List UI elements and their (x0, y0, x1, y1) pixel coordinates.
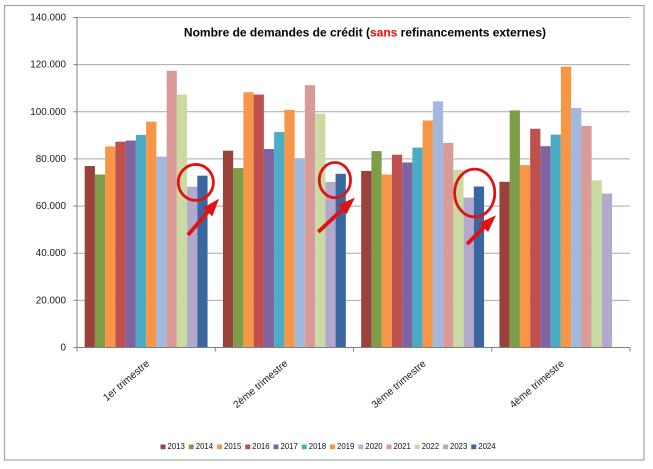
svg-text:80.000: 80.000 (36, 154, 67, 165)
svg-text:2024: 2024 (478, 442, 496, 451)
svg-text:2022: 2022 (422, 442, 439, 451)
svg-text:100.000: 100.000 (30, 107, 66, 118)
svg-text:2014: 2014 (196, 442, 214, 451)
svg-text:2020: 2020 (365, 442, 383, 451)
svg-text:0: 0 (61, 343, 67, 354)
svg-text:2013: 2013 (168, 442, 185, 451)
svg-text:2018: 2018 (309, 442, 326, 451)
svg-text:2019: 2019 (337, 442, 354, 451)
svg-text:2023: 2023 (450, 442, 467, 451)
svg-text:2016: 2016 (252, 442, 269, 451)
svg-text:2015: 2015 (224, 442, 242, 451)
svg-text:Nombre de demandes de crédit (: Nombre de demandes de crédit (sans refin… (184, 26, 546, 40)
svg-text:20.000: 20.000 (36, 295, 67, 306)
svg-text:120.000: 120.000 (30, 60, 66, 71)
svg-text:60.000: 60.000 (36, 201, 67, 212)
svg-text:140.000: 140.000 (30, 13, 66, 24)
svg-text:2021: 2021 (394, 442, 411, 451)
svg-text:2017: 2017 (281, 442, 298, 451)
svg-text:40.000: 40.000 (36, 248, 67, 259)
